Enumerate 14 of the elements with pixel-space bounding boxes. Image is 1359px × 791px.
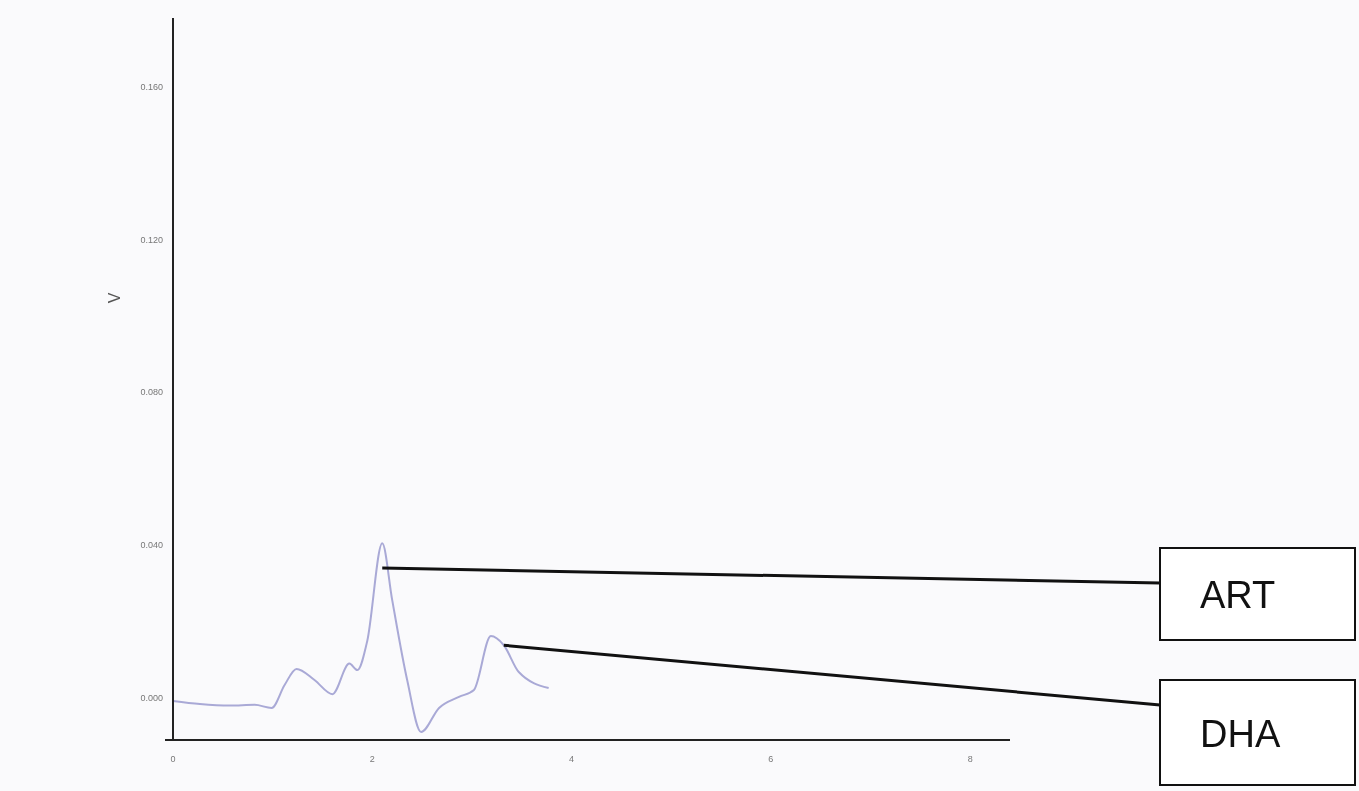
x-tick-label: 8 (967, 754, 973, 764)
x-tick-label: 6 (768, 754, 774, 764)
y-tick-label: 0.000 (140, 692, 163, 703)
x-tick-label: 2 (369, 754, 375, 764)
annotation: ART (1200, 574, 1276, 616)
y-tick-label: 0.160 (140, 81, 163, 92)
y-tick-label: 0.080 (140, 387, 163, 398)
y-tick-label: 0.040 (140, 540, 163, 551)
y-axis-title: V (106, 292, 123, 304)
x-tick-label: 4 (569, 754, 575, 764)
y-tick-label: 0.120 (140, 234, 163, 245)
x-tick-label: 0 (170, 754, 176, 764)
annotation: DHA (1200, 712, 1281, 755)
line-series (172, 542, 550, 733)
